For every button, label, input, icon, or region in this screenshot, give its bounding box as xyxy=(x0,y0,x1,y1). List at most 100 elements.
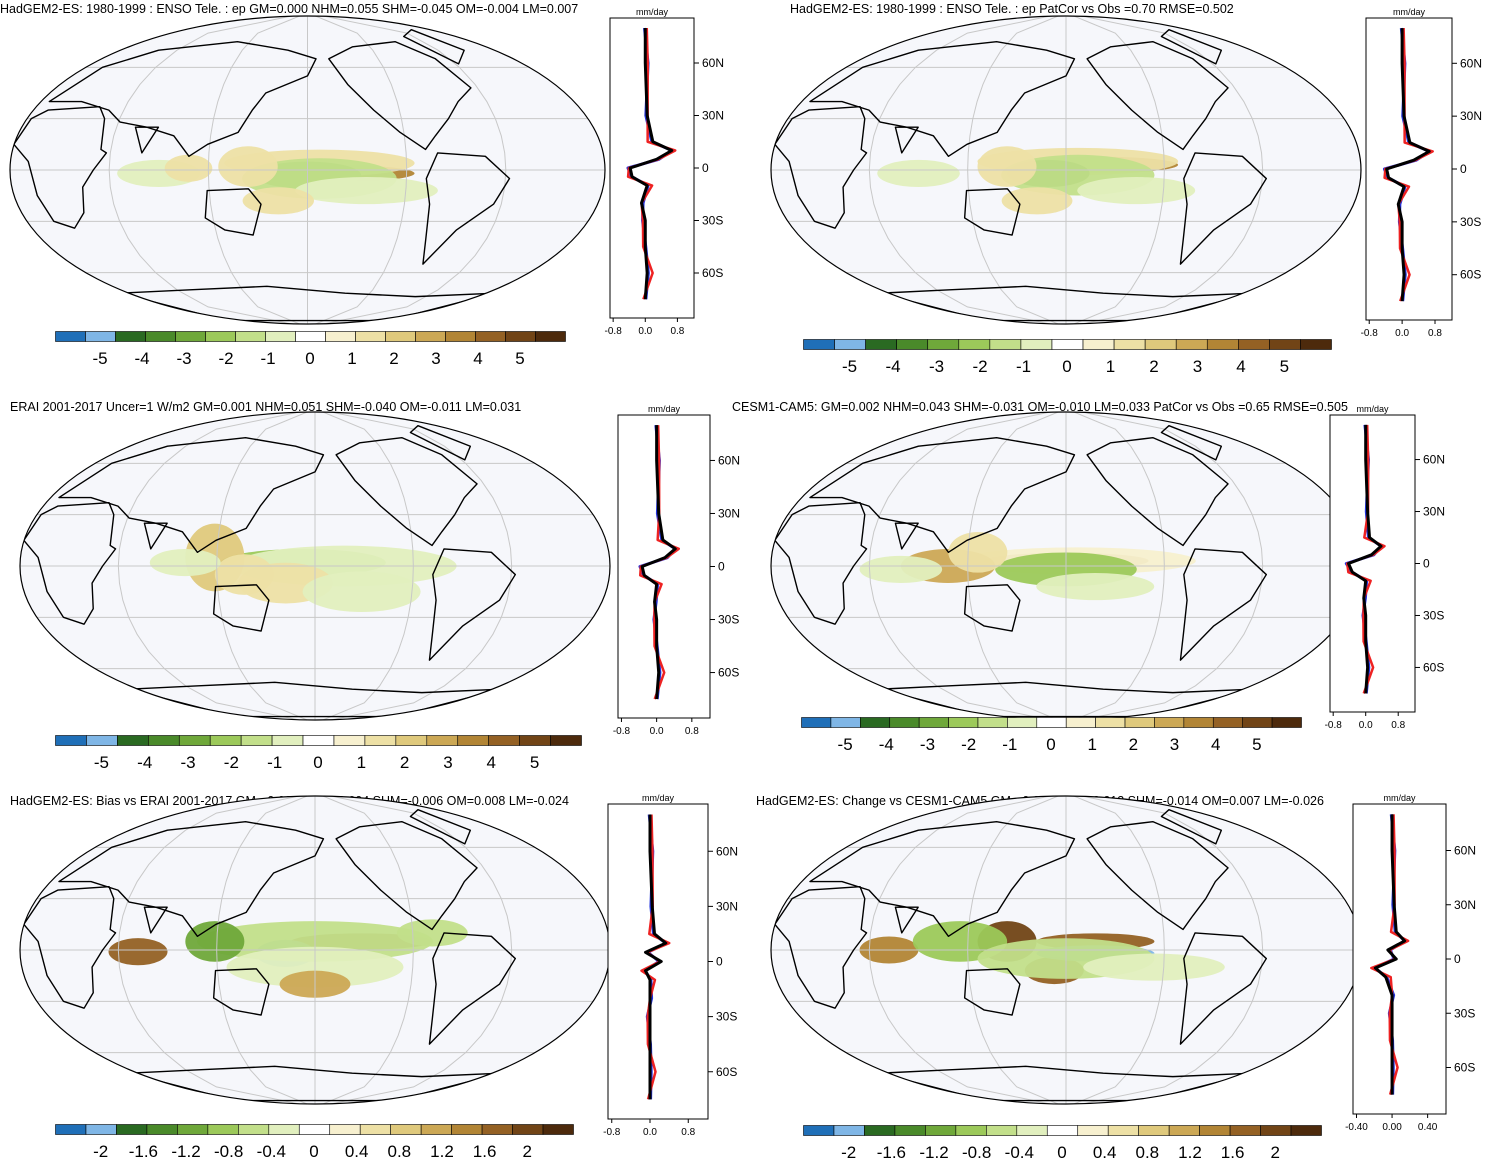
colorbar-tick-label: -2 xyxy=(972,357,988,376)
coastline xyxy=(1179,548,1268,661)
robinson-map xyxy=(9,15,606,325)
zonal-ytick-label: 60S xyxy=(702,266,723,280)
colorbar-tick-label: -1 xyxy=(1002,735,1018,754)
colorbar xyxy=(803,1125,1322,1136)
anomaly-region xyxy=(302,571,421,612)
colorbar-labels: -5 -4 -3 -2 -1 0 1 2 3 4 5 xyxy=(803,357,1331,377)
zonal-ytick-label: 60S xyxy=(1454,1061,1475,1075)
colorbar-swatch xyxy=(265,331,296,342)
zonal-xtick-label: -0.8 xyxy=(1361,328,1379,339)
coastline xyxy=(335,820,478,931)
robinson-map xyxy=(770,411,1362,721)
colorbar-swatch xyxy=(1260,1125,1292,1136)
colorbar-tick-label: 3 xyxy=(443,753,453,772)
panel-hadgem-patcor: HadGEM2-ES: 1980-1999 : ENSO Tele. : ep … xyxy=(746,0,1493,387)
colorbar-tick-label: 3 xyxy=(1169,735,1180,754)
colorbar-swatch xyxy=(238,1124,270,1135)
zonal-xtick-label: -0.40 xyxy=(1345,1122,1368,1133)
panel-cesm: CESM1-CAM5: GM=0.002 NHM=0.043 SHM=-0.03… xyxy=(732,387,1493,774)
colorbar-tick-label: 3 xyxy=(431,349,441,368)
coastline xyxy=(878,681,1254,718)
colorbar-swatch xyxy=(1095,717,1126,728)
zonal-ytick-label: 60N xyxy=(1460,56,1482,70)
colorbar-swatch xyxy=(865,339,897,350)
coastline xyxy=(963,968,1021,1016)
zonal-series-black xyxy=(640,425,677,700)
zonal-ytick-label: 30N xyxy=(718,506,740,520)
zonal-mean-plot: mm/day 60N 30N 0 30S 60S -0.8 0.0 0.8 xyxy=(1361,7,1482,339)
colorbar-tick-label: 2 xyxy=(522,1142,533,1161)
coastline xyxy=(428,548,517,661)
colorbar-tick-label: 4 xyxy=(1210,735,1221,754)
colorbar-tick-label: -5 xyxy=(93,753,109,772)
colorbar-tick-label: -0.8 xyxy=(214,1142,244,1161)
colorbar-tick-label: 2 xyxy=(1128,735,1139,754)
colorbar-tick-label: -1.6 xyxy=(128,1142,159,1161)
colorbar-swatch xyxy=(385,331,416,342)
zonal-ytick-label: 60S xyxy=(718,666,739,680)
zonal-ytick-label: 30S xyxy=(702,214,723,228)
coastline xyxy=(58,820,325,938)
colorbar-swatch xyxy=(295,331,326,342)
colorbar-swatch xyxy=(329,1124,361,1135)
zonal-unit-label: mm/day xyxy=(1383,793,1416,803)
coastline xyxy=(774,885,868,1009)
zonal-ytick-label: 0 xyxy=(702,161,709,175)
colorbar-tick-label: 1.6 xyxy=(1220,1143,1245,1162)
zonal-ytick-label: 0 xyxy=(716,955,723,969)
colorbar-swatch xyxy=(927,339,960,350)
colorbar-tick-label: 0 xyxy=(309,1142,319,1161)
colorbar xyxy=(803,339,1332,350)
colorbar-tick-label: 0 xyxy=(1046,735,1056,754)
colorbar-swatch xyxy=(958,339,991,350)
panel-erai: ERAI 2001-2017 Uncer=1 W/m2 GM=0.001 NHM… xyxy=(0,387,746,774)
zonal-ytick-label: 0 xyxy=(1454,952,1461,966)
coastline xyxy=(774,105,868,229)
colorbar-tick-label: 5 xyxy=(1252,735,1262,754)
colorbar-tick-label: 0.8 xyxy=(1135,1143,1160,1162)
colorbar-swatch xyxy=(355,331,386,342)
coastline xyxy=(1086,40,1229,151)
zonal-xtick-label: 0.0 xyxy=(638,326,652,337)
anomaly-region xyxy=(108,938,168,966)
colorbar xyxy=(55,1124,574,1135)
colorbar-swatch xyxy=(1046,1125,1079,1136)
colorbar-tick-label: -3 xyxy=(180,753,196,772)
colorbar-swatch xyxy=(1113,339,1146,350)
colorbar-swatch xyxy=(1144,339,1177,350)
colorbar-swatch xyxy=(325,331,356,342)
colorbar-swatch xyxy=(116,1124,148,1135)
coastline xyxy=(403,28,465,65)
colorbar-swatch xyxy=(864,1125,896,1136)
colorbar-swatch xyxy=(205,331,236,342)
colorbar-tick-label: -3 xyxy=(176,349,192,368)
colorbar-swatch xyxy=(359,1124,391,1135)
anomaly-region xyxy=(1083,953,1225,981)
colorbar-swatch xyxy=(115,331,146,342)
colorbar-tick-label: 2 xyxy=(1270,1143,1281,1162)
colorbar-tick-label: -2 xyxy=(961,735,977,754)
colorbar-swatch xyxy=(1020,339,1053,350)
zonal-xtick-label: 0.0 xyxy=(650,726,664,737)
colorbar-swatch xyxy=(209,735,242,746)
colorbar-tick-label: -4 xyxy=(137,753,153,772)
colorbar-swatch xyxy=(1175,339,1208,350)
colorbar-swatch xyxy=(148,735,180,746)
coastline xyxy=(409,424,472,461)
anomaly-region xyxy=(242,187,315,215)
colorbar-swatch xyxy=(390,1124,422,1135)
colorbar-labels: -2 -1.6 -1.2 -0.8 -0.4 0 0.4 0.8 1.2 1.6 2 xyxy=(55,1142,573,1162)
colorbar-tick-label: 0 xyxy=(313,753,323,772)
zonal-xtick-label: 0.8 xyxy=(685,726,699,737)
colorbar-swatch xyxy=(268,1124,300,1135)
colorbar-swatch xyxy=(1206,339,1239,350)
robinson-map xyxy=(19,795,611,1105)
coastline xyxy=(409,808,472,845)
colorbar-tick-label: -0.8 xyxy=(962,1143,992,1162)
colorbar-tick-label: -0.4 xyxy=(256,1142,286,1161)
colorbar-swatch xyxy=(177,1124,209,1135)
colorbar-tick-label: 2 xyxy=(1149,357,1159,376)
zonal-ytick-label: 60S xyxy=(716,1065,737,1079)
colorbar-swatch xyxy=(475,331,506,342)
coastline xyxy=(127,1065,503,1102)
